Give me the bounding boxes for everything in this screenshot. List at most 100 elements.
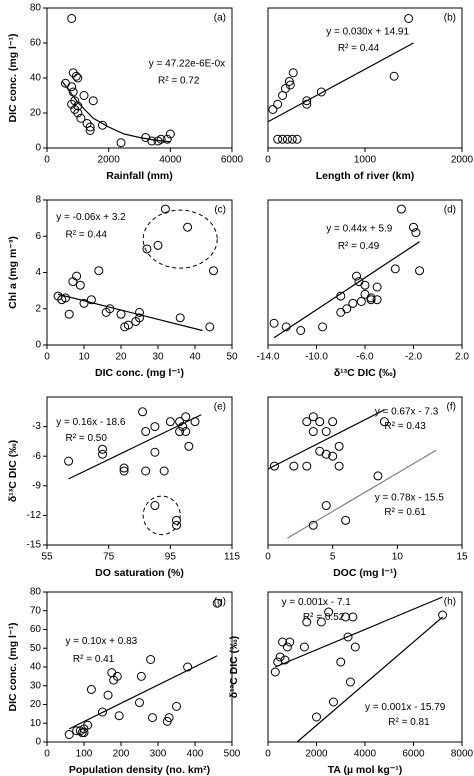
data-point: [352, 271, 362, 281]
data-point: [302, 461, 312, 471]
trendline: [267, 42, 414, 123]
data-point: [334, 461, 344, 471]
y-tick-label: -6: [32, 451, 41, 462]
annotation: R² = 0.49: [338, 241, 380, 252]
data-point: [404, 14, 414, 23]
panel-label: (a): [214, 13, 226, 24]
data-point: [68, 87, 78, 97]
y-tick-label: -12: [27, 510, 42, 521]
y-axis-title: δ¹³C DIC (‰): [228, 636, 240, 698]
x-axis-title: Population density (no. km²): [69, 764, 210, 776]
data-point: [318, 322, 328, 332]
data-point: [273, 134, 283, 144]
y-tick-label: 50: [30, 643, 42, 654]
data-point: [94, 266, 104, 276]
data-point: [282, 134, 292, 144]
plot-frame: [46, 7, 233, 149]
data-point: [67, 99, 77, 109]
data-point: [114, 711, 124, 721]
data-point: [280, 655, 290, 665]
data-point: [72, 271, 82, 281]
trendline: [296, 616, 443, 743]
x-tick-label: -6.0: [356, 352, 374, 363]
data-point: [116, 309, 126, 319]
annotation: y = 0.16x - 18.6: [56, 417, 126, 428]
x-tick-label: 50: [226, 352, 238, 363]
data-point: [165, 129, 175, 139]
x-tick-label: 400: [187, 749, 204, 760]
data-point: [273, 99, 283, 109]
data-point: [76, 113, 86, 123]
data-point: [162, 134, 172, 144]
trendline: [275, 596, 443, 668]
data-point: [302, 99, 312, 109]
data-point: [321, 449, 331, 459]
x-tick-label: 1000: [354, 155, 377, 166]
panel-label: (b): [444, 13, 456, 24]
annotation: R² = 0.50: [66, 433, 108, 444]
data-point: [409, 222, 418, 232]
data-point: [141, 427, 151, 437]
x-tick-label: -2.0: [405, 352, 423, 363]
y-tick-label: 8: [35, 195, 41, 206]
data-point: [98, 444, 107, 454]
annotation: y = 0.030x + 14.91: [326, 26, 409, 37]
panel-label: (h): [444, 597, 456, 608]
data-point: [67, 82, 77, 92]
data-point: [336, 307, 346, 317]
data-point: [278, 637, 288, 647]
data-point: [302, 417, 312, 427]
data-point: [141, 466, 151, 476]
x-tick-label: 15: [456, 552, 468, 563]
y-tick-label: -9: [32, 480, 41, 491]
x-axis-title: Length of river (km): [316, 170, 415, 182]
data-point: [150, 422, 160, 432]
x-tick-label: 30: [152, 352, 164, 363]
data-point: [156, 134, 166, 144]
annotation: R² = 0.61: [384, 507, 426, 518]
trendline: [273, 241, 420, 339]
data-point: [345, 677, 355, 687]
data-point: [61, 293, 70, 303]
x-tick-label: 55: [41, 552, 53, 563]
data-point: [411, 228, 421, 238]
y-tick-label: 20: [30, 699, 42, 710]
annotation: R² = 0.43: [384, 421, 426, 432]
data-point: [150, 447, 160, 457]
data-point: [98, 707, 107, 717]
annotation: R² = 0.44: [66, 229, 108, 240]
y-tick-label: 4: [35, 267, 41, 278]
data-point: [321, 501, 331, 511]
data-point: [343, 632, 353, 642]
data-point: [159, 466, 169, 476]
data-point: [98, 449, 107, 459]
data-point: [288, 68, 298, 78]
data-point: [86, 685, 96, 694]
data-point: [73, 108, 83, 118]
data-point: [268, 105, 278, 114]
y-axis-title: DIC conc. (mg l⁻¹): [7, 34, 19, 123]
annotation: R² = 0.81: [388, 717, 430, 728]
data-point: [164, 713, 174, 723]
data-point: [183, 222, 193, 232]
data-point: [142, 244, 152, 254]
data-point: [175, 313, 185, 323]
data-point: [88, 96, 98, 106]
data-point: [312, 712, 321, 722]
data-point: [147, 713, 157, 723]
data-point: [146, 655, 156, 664]
data-point: [324, 607, 334, 617]
data-point: [379, 417, 389, 427]
data-point: [138, 407, 148, 417]
x-axis-title: DIC conc. (mg l⁻¹): [95, 367, 184, 379]
x-tick-label: -14.0: [257, 352, 280, 363]
plot-frame: [46, 396, 233, 546]
data-point: [389, 71, 399, 81]
panel-label: (g): [214, 597, 226, 608]
data-point: [181, 427, 191, 437]
y-axis-title: DIC conc. (mg l⁻¹): [7, 623, 19, 712]
x-tick-label: 100: [76, 749, 93, 760]
data-point: [348, 612, 358, 622]
data-point: [175, 427, 185, 437]
x-tick-label: 6000: [221, 155, 244, 166]
